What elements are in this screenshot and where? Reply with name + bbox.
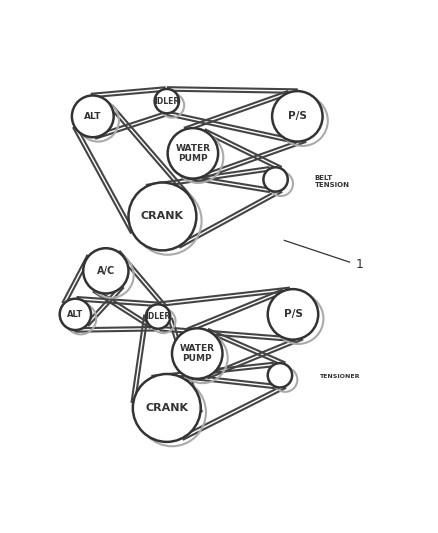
Text: A/C: A/C — [97, 266, 115, 276]
Circle shape — [272, 91, 322, 142]
Circle shape — [60, 298, 91, 330]
Circle shape — [72, 95, 114, 137]
Text: IDLER: IDLER — [145, 312, 171, 321]
Text: P/S: P/S — [288, 111, 307, 122]
Circle shape — [133, 374, 201, 442]
Text: ALT: ALT — [84, 112, 102, 121]
Circle shape — [83, 248, 128, 294]
Circle shape — [146, 304, 170, 329]
Circle shape — [263, 167, 288, 192]
Text: WATER
PUMP: WATER PUMP — [175, 143, 210, 163]
Text: ALT: ALT — [67, 310, 84, 319]
Text: IDLER: IDLER — [154, 96, 180, 106]
Text: WATER
PUMP: WATER PUMP — [180, 344, 215, 364]
Circle shape — [128, 182, 196, 251]
Text: TENSIONER: TENSIONER — [319, 374, 360, 378]
Circle shape — [268, 289, 318, 340]
Text: 1: 1 — [356, 258, 364, 271]
Circle shape — [172, 328, 223, 379]
Circle shape — [168, 128, 218, 179]
Circle shape — [268, 363, 292, 387]
Text: BELT
TENSION: BELT TENSION — [315, 175, 350, 188]
Text: CRANK: CRANK — [141, 212, 184, 221]
Circle shape — [155, 89, 179, 114]
Text: P/S: P/S — [283, 309, 302, 319]
Text: CRANK: CRANK — [145, 403, 188, 413]
